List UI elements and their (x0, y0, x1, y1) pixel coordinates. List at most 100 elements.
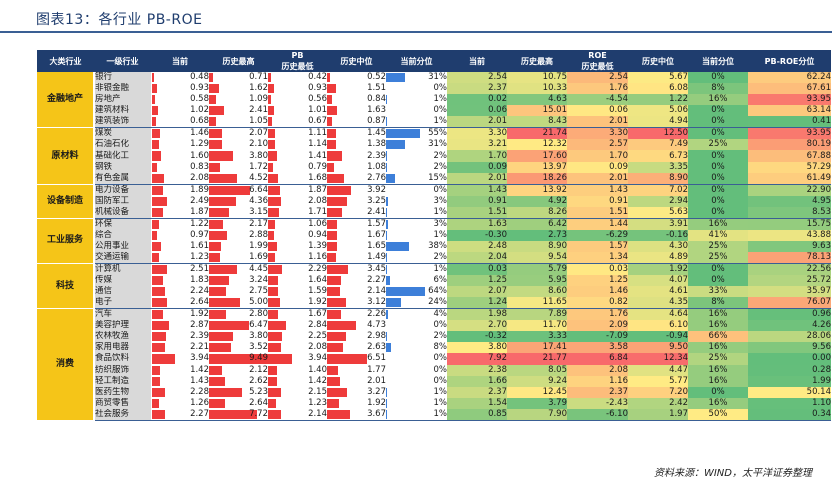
pb-percentile-cell: 0% (386, 376, 448, 387)
industry-name: 计算机 (94, 263, 152, 275)
pb-bar (268, 264, 283, 274)
pb-bar (327, 129, 337, 139)
pb-value: 2.63 (367, 342, 386, 353)
pb-percentile: 15% (428, 172, 447, 183)
pb-value: 1.23 (308, 397, 327, 408)
roe-value-cell: -0.32 (447, 331, 507, 343)
pb-bar (268, 310, 279, 320)
roe-value-cell: 12.34 (628, 353, 688, 365)
pb-percentile-cell: 0% (386, 83, 448, 94)
pb-percentile-bar (386, 117, 387, 127)
pb-bar (268, 321, 286, 331)
pb-bar (268, 196, 281, 206)
pb-value: 1.77 (367, 364, 386, 375)
pb-value-cell: 2.41 (327, 206, 386, 219)
pb-percentile: 1% (433, 116, 448, 127)
pb-value: 9.49 (249, 353, 268, 364)
pb-bar (327, 252, 337, 262)
figure-title: 图表13：各行业 PB-ROE (36, 12, 203, 28)
roe-value-cell: -6.10 (567, 408, 628, 421)
pb-value: 2.39 (367, 150, 386, 161)
roe-value-cell: 2.57 (567, 139, 628, 151)
pb-roe-percentile-cell: 0.96 (748, 308, 831, 321)
roe-percentile-cell: 0% (688, 105, 748, 117)
pb-value-cell: 1.11 (268, 128, 327, 140)
pb-bar (151, 162, 157, 172)
roe-percentile-cell: 0% (688, 195, 748, 207)
table-row: 建筑材料 1.02 2.41 1.01 1.63 0% 0.06 15.01 0.06 5.06 0… (37, 105, 831, 117)
pb-bar (268, 73, 271, 83)
pb-value: 2.41 (367, 206, 386, 217)
table-row: 国防军工 2.49 4.36 2.08 3.25 3% 0.91 4.92 0.91 2.94 0%… (37, 195, 831, 207)
pb-percentile: 6% (433, 274, 448, 285)
pb-value: 2.12 (249, 364, 268, 375)
industry-name: 家用电器 (94, 342, 152, 354)
roe-value-cell: 18.26 (507, 172, 567, 185)
roe-percentile-cell: 66% (688, 331, 748, 343)
pb-value: 2.98 (367, 331, 386, 342)
table-row: 商贸零售 1.26 2.64 1.23 1.92 1% 1.54 3.79 -2.43 2.42 1… (37, 397, 831, 409)
pb-value: 0.67 (308, 116, 327, 127)
pb-value-cell: 2.08 (151, 172, 209, 185)
pb-value: 2.87 (190, 320, 209, 331)
pb-percentile-cell: 0% (386, 320, 448, 331)
roe-value-cell: 11.70 (507, 320, 567, 332)
roe-value-cell: 0.85 (447, 408, 507, 421)
pb-value: 2.14 (308, 408, 327, 419)
roe-value-cell: 2.54 (447, 72, 507, 84)
pb-value-cell: 1.67 (268, 309, 327, 321)
pb-value: 2.29 (308, 263, 327, 274)
pb-percentile: 55% (428, 128, 447, 139)
pb-bar (268, 162, 273, 172)
pb-value-cell: 1.61 (151, 241, 209, 252)
pb-percentile-bar (386, 151, 388, 161)
pb-value: 2.01 (367, 375, 386, 386)
pb-value-cell: 0.68 (151, 116, 209, 129)
pb-bar (268, 275, 279, 286)
pb-value: 1.83 (190, 274, 209, 285)
pb-percentile: 2% (433, 150, 448, 161)
roe-value-cell: 8.90 (628, 172, 688, 185)
pb-roe-percentile-cell: 4.95 (748, 195, 831, 207)
roe-value-cell: 3.30 (447, 127, 507, 140)
pb-value: 3.94 (308, 353, 327, 364)
roe-value-cell: 0.91 (447, 195, 507, 207)
roe-percentile-cell: 16% (688, 94, 748, 106)
pb-bar (327, 185, 352, 195)
roe-value-cell: 0.09 (447, 161, 507, 173)
roe-value-cell: 1.34 (567, 251, 628, 264)
roe-value-cell: -6.29 (567, 229, 628, 241)
table-row: 基础化工 1.60 3.80 1.41 2.39 2% 1.70 17.60 1.70 6.73 0… (37, 150, 831, 162)
pb-value: 0.83 (190, 161, 209, 172)
pb-roe-percentile-cell: 43.88 (748, 229, 831, 241)
pb-value: 1.45 (367, 128, 386, 139)
roe-value-cell: 21.74 (507, 127, 567, 140)
pb-value-cell: 1.59 (268, 286, 327, 297)
roe-value-cell: 1.63 (447, 218, 507, 230)
pb-bar (209, 365, 223, 375)
pb-percentile-cell: 64% (386, 286, 447, 297)
pb-value: 0.87 (367, 116, 386, 127)
roe-value-cell: 3.58 (567, 342, 628, 354)
roe-value-cell: 12.45 (507, 386, 567, 398)
pb-value: 2.80 (249, 309, 268, 320)
pb-bar (151, 264, 167, 274)
roe-value-cell: 11.65 (507, 297, 567, 310)
pb-roe-percentile-cell: 76.07 (748, 297, 831, 310)
pb-value-cell: 2.27 (151, 408, 209, 421)
roe-value-cell: 1.70 (567, 150, 628, 162)
pb-value: 1.11 (308, 128, 327, 139)
roe-percentile-cell: 0% (688, 127, 748, 140)
pb-value: 3.80 (249, 150, 268, 161)
pb-value: 1.46 (190, 128, 209, 139)
roe-value-cell: 0.06 (447, 105, 507, 117)
pb-value: 1.09 (249, 94, 268, 105)
pb-value: 1.23 (190, 251, 209, 262)
pb-value: 2.17 (249, 218, 268, 229)
pb-value: 7.72 (249, 408, 268, 419)
pb-value: 1.22 (190, 218, 209, 229)
roe-value-cell: 1.24 (447, 297, 507, 310)
roe-percentile-cell: 0% (688, 274, 748, 287)
pb-roe-percentile-cell: 0.34 (748, 408, 831, 421)
pb-bar (151, 173, 165, 183)
